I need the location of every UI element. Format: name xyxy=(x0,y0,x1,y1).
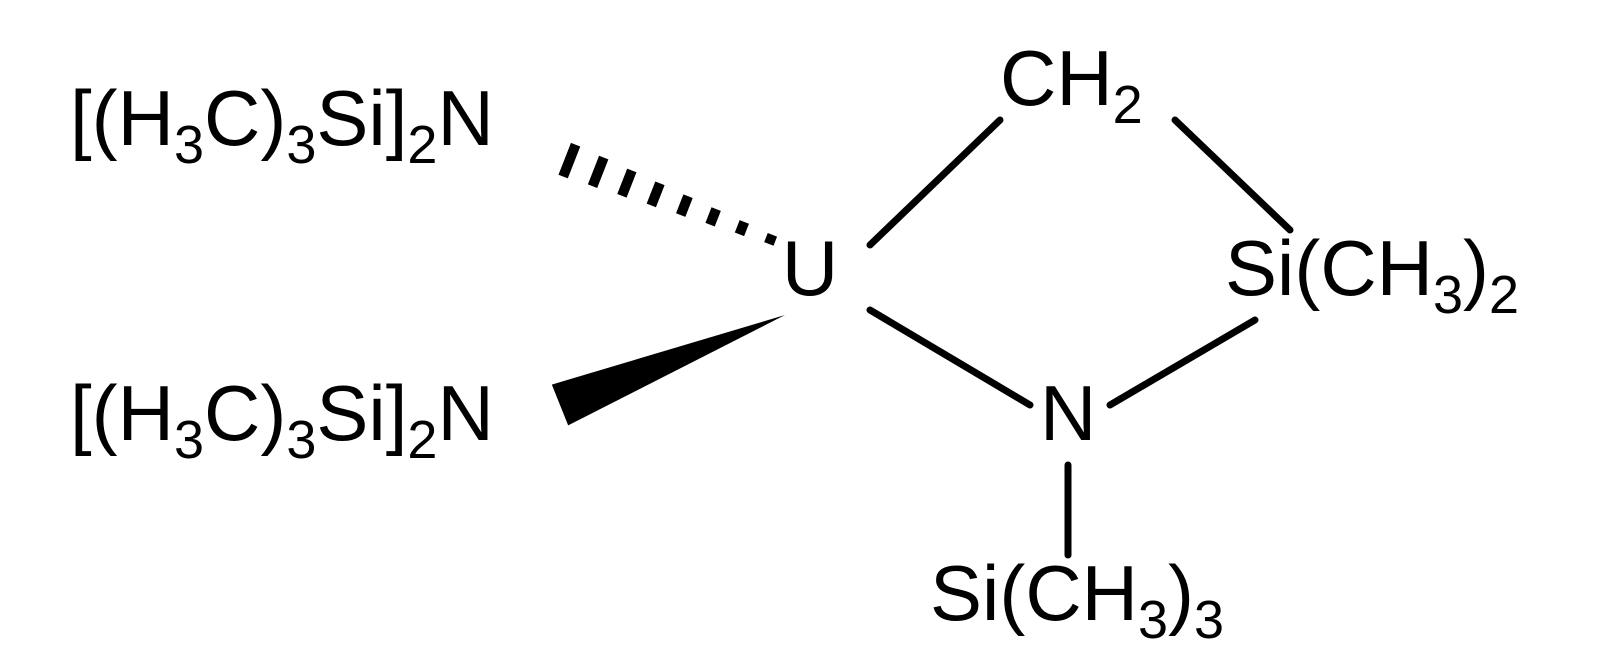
bond-line xyxy=(1175,120,1290,230)
atom-label-Si_bottom: Si(CH3)3 xyxy=(930,549,1224,650)
bond-wedge xyxy=(552,315,785,425)
atoms-layer: U [(H3C)3Si]2N [(H3C)3Si]2N CH2 N Si(CH3)2 Si(… xyxy=(70,34,1519,650)
atom-label-U: U xyxy=(782,224,838,312)
bond-line xyxy=(1110,320,1255,405)
atom-label-N_top_left: [(H3C)3Si]2N xyxy=(70,74,494,175)
atom-label-N_ring: N xyxy=(1040,369,1096,457)
bond-line xyxy=(870,310,1030,405)
bonds-layer xyxy=(552,120,1290,555)
bond-hash-segment xyxy=(651,183,660,205)
bond-hash-segment xyxy=(681,196,688,215)
atom-label-CH2: CH2 xyxy=(1000,34,1143,135)
bond-hash-segment xyxy=(769,235,773,244)
bond-hash-segment xyxy=(739,222,744,234)
atom-label-N_bot_left: [(H3C)3Si]2N xyxy=(70,369,494,470)
bond-hash-segment xyxy=(593,158,604,187)
bond-hash-segment xyxy=(710,209,716,225)
bond-hash-segment xyxy=(563,145,575,177)
bond-hash-segment xyxy=(622,170,632,195)
bond-line xyxy=(870,120,1000,245)
chemical-structure-diagram: U [(H3C)3Si]2N [(H3C)3Si]2N CH2 N Si(CH3)2 Si(… xyxy=(0,0,1620,655)
atom-label-Si_ring: Si(CH3)2 xyxy=(1225,224,1519,325)
